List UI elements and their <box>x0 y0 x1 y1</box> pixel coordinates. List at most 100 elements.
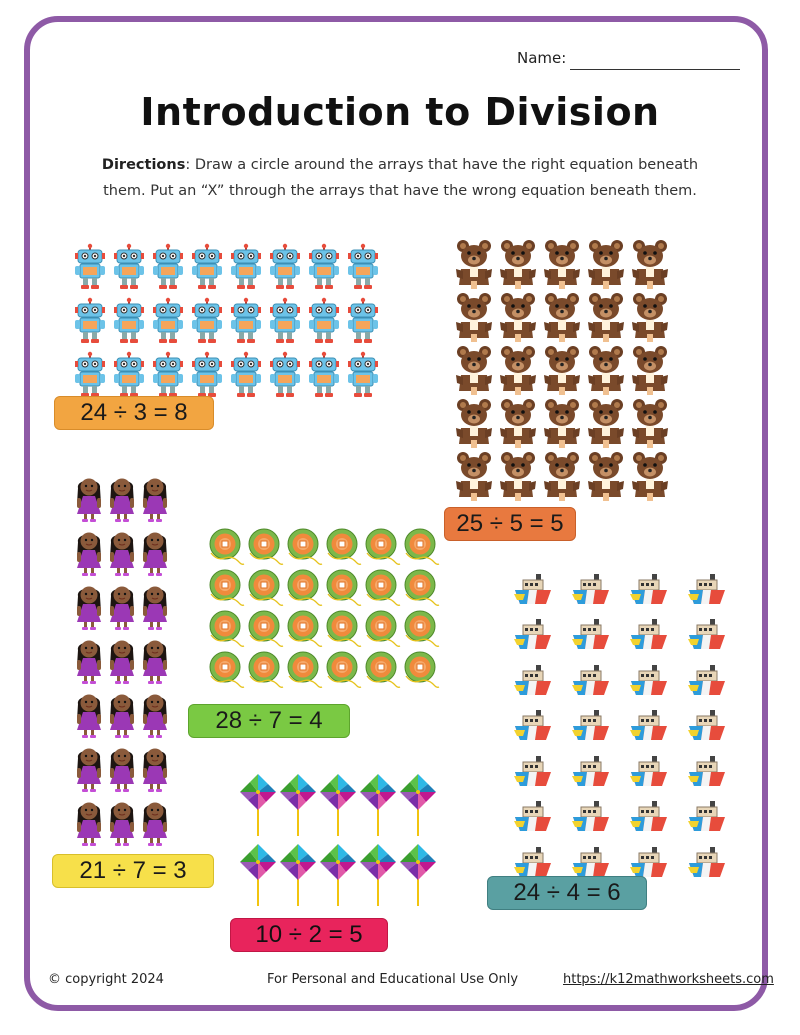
boat-icon <box>504 658 562 704</box>
boat-icon <box>678 567 736 613</box>
robot-icon <box>187 294 226 348</box>
pinwheel-icon <box>238 770 278 840</box>
website-link[interactable]: https://k12mathworksheets.com <box>563 972 774 987</box>
yarn-ball-icon <box>323 608 362 649</box>
boat-icon <box>504 795 562 841</box>
equation-label-bears: 25 ÷ 5 = 5 <box>444 507 576 541</box>
girl-icon <box>105 688 138 742</box>
yarn-ball-icon <box>284 567 323 608</box>
boat-icon <box>678 613 736 659</box>
yarn-ball-icon <box>362 567 401 608</box>
boat-icon <box>620 704 678 750</box>
yarn-ball-icon <box>401 526 440 567</box>
robot-icon <box>109 294 148 348</box>
robot-icon <box>304 294 343 348</box>
bear-icon <box>628 343 672 396</box>
boat-icon <box>678 749 736 795</box>
copyright-text: © copyright 2024 <box>48 972 164 987</box>
pinwheel-icon <box>278 840 318 910</box>
directions: Directions: Draw a circle around the arr… <box>60 152 740 204</box>
directions-label: Directions <box>101 157 186 173</box>
yarn-ball-array[interactable] <box>206 526 440 690</box>
equation-label-girls: 21 ÷ 7 = 3 <box>52 854 214 888</box>
yarn-ball-icon <box>284 649 323 690</box>
girl-icon <box>138 688 171 742</box>
yarn-ball-icon <box>401 649 440 690</box>
boat-icon <box>562 567 620 613</box>
girl-icon <box>138 472 171 526</box>
boat-icon <box>504 840 562 886</box>
yarn-ball-icon <box>245 649 284 690</box>
bear-icon <box>584 237 628 290</box>
girl-icon <box>105 526 138 580</box>
bear-icon <box>452 343 496 396</box>
name-line[interactable] <box>570 51 741 70</box>
robot-icon <box>265 348 304 402</box>
boat-array[interactable] <box>504 567 736 886</box>
pinwheel-icon <box>358 770 398 840</box>
bear-icon <box>540 290 584 343</box>
girl-icon <box>105 472 138 526</box>
yarn-ball-icon <box>401 567 440 608</box>
yarn-ball-icon <box>245 567 284 608</box>
girl-icon <box>72 580 105 634</box>
boat-icon <box>562 658 620 704</box>
yarn-ball-icon <box>362 608 401 649</box>
bear-icon <box>496 449 540 502</box>
pinwheel-icon <box>398 840 438 910</box>
boat-icon <box>678 704 736 750</box>
robot-icon <box>265 240 304 294</box>
girl-array[interactable] <box>72 472 171 850</box>
yarn-ball-icon <box>362 526 401 567</box>
girl-icon <box>72 472 105 526</box>
directions-text-1: : Draw a circle around the arrays that h… <box>185 157 699 173</box>
yarn-ball-icon <box>323 649 362 690</box>
pinwheel-icon <box>318 840 358 910</box>
bear-icon <box>584 396 628 449</box>
bear-icon <box>496 237 540 290</box>
pinwheel-array[interactable] <box>238 770 438 910</box>
directions-text-2: them. Put an “X” through the arrays that… <box>103 183 697 199</box>
boat-icon <box>620 749 678 795</box>
yarn-ball-icon <box>206 649 245 690</box>
bear-icon <box>540 343 584 396</box>
name-field[interactable]: Name: <box>517 49 741 70</box>
robot-icon <box>265 294 304 348</box>
bear-icon <box>628 396 672 449</box>
robot-icon <box>304 348 343 402</box>
robot-icon <box>343 348 382 402</box>
boat-icon <box>504 749 562 795</box>
bear-icon <box>496 343 540 396</box>
robot-icon <box>109 348 148 402</box>
girl-icon <box>138 634 171 688</box>
girl-icon <box>72 634 105 688</box>
bear-icon <box>496 290 540 343</box>
page-title: Introduction to Division <box>140 90 660 134</box>
boat-icon <box>562 840 620 886</box>
robot-icon <box>148 348 187 402</box>
yarn-ball-icon <box>323 526 362 567</box>
boat-icon <box>504 567 562 613</box>
bear-array[interactable] <box>452 237 672 502</box>
bear-icon <box>452 449 496 502</box>
bear-icon <box>452 237 496 290</box>
robot-array[interactable] <box>70 240 382 402</box>
pinwheel-icon <box>278 770 318 840</box>
pinwheel-icon <box>318 770 358 840</box>
robot-icon <box>148 294 187 348</box>
boat-icon <box>620 613 678 659</box>
robot-icon <box>187 240 226 294</box>
bear-icon <box>496 396 540 449</box>
girl-icon <box>138 796 171 850</box>
yarn-ball-icon <box>284 608 323 649</box>
girl-icon <box>138 526 171 580</box>
yarn-ball-icon <box>401 608 440 649</box>
boat-icon <box>620 840 678 886</box>
girl-icon <box>72 742 105 796</box>
boat-icon <box>678 795 736 841</box>
name-label: Name: <box>517 49 567 67</box>
boat-icon <box>562 613 620 659</box>
yarn-ball-icon <box>245 526 284 567</box>
boat-icon <box>504 613 562 659</box>
bear-icon <box>452 290 496 343</box>
